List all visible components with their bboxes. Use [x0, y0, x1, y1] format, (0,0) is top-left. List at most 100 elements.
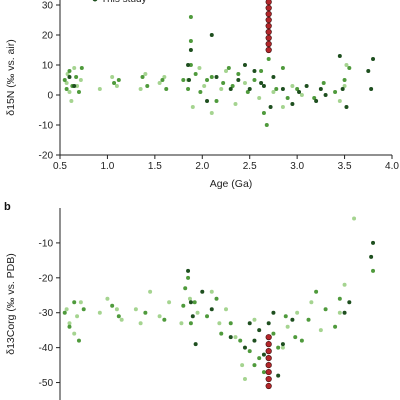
data-point: [64, 307, 69, 312]
data-point: [369, 87, 374, 91]
data-point: [190, 105, 195, 109]
data-point: [271, 310, 276, 315]
data-point: [167, 300, 172, 305]
data-point: [76, 338, 81, 343]
data-point: [261, 352, 266, 357]
data-point: [266, 57, 271, 61]
data-point: [295, 310, 300, 315]
data-point: [67, 324, 72, 329]
data-point: [75, 314, 80, 319]
data-point: [238, 338, 243, 343]
study-point: [265, 368, 272, 376]
data-point: [259, 81, 264, 85]
data-point: [299, 338, 304, 343]
study-point: [265, 375, 272, 383]
data-point: [78, 78, 83, 82]
data-point: [181, 78, 186, 82]
data-point: [293, 335, 298, 340]
data-point: [228, 87, 233, 91]
study-point: [265, 0, 272, 6]
data-point: [252, 363, 257, 368]
data-point: [138, 321, 143, 326]
data-point: [276, 373, 281, 378]
data-point: [209, 111, 214, 115]
data-point: [242, 63, 247, 67]
data-point: [314, 289, 319, 294]
y-tick-label: -20: [39, 273, 54, 284]
data-point: [290, 84, 295, 88]
data-point: [252, 338, 257, 343]
panel-letter: b: [4, 201, 11, 213]
data-point: [209, 75, 214, 79]
x-tick-label: 1.5: [148, 161, 162, 172]
data-point: [236, 78, 241, 82]
y-tick-label: -10: [39, 238, 54, 249]
data-point: [285, 96, 290, 100]
data-point: [195, 310, 200, 315]
x-tick-label: 4.0: [385, 161, 399, 172]
data-point: [97, 87, 102, 91]
data-point: [193, 72, 198, 76]
data-point: [200, 289, 205, 294]
data-point: [65, 72, 70, 76]
y-tick-label: -40: [39, 343, 54, 354]
data-point: [219, 87, 224, 91]
data-point: [110, 303, 115, 308]
data-point: [69, 99, 74, 103]
data-point: [75, 84, 80, 88]
data-point: [138, 87, 143, 91]
study-point: [265, 334, 272, 341]
data-point: [205, 314, 210, 319]
data-point: [342, 310, 347, 315]
data-point: [179, 321, 184, 326]
data-point: [114, 84, 119, 88]
data-point: [221, 81, 226, 85]
data-point: [280, 87, 285, 91]
data-point: [78, 300, 83, 305]
data-point: [64, 81, 69, 85]
data-point: [236, 72, 241, 76]
data-point: [143, 310, 148, 315]
panel-b-carbon: -50 -40 -30 -20 -10 δ13Corg (‰ vs. PDB) b: [4, 201, 376, 400]
study-point: [265, 382, 272, 390]
y-axis-label: δ15N (‰ vs. air): [5, 39, 17, 115]
data-point: [280, 342, 285, 347]
data-point: [186, 268, 191, 273]
data-point: [271, 75, 276, 79]
data-point: [297, 90, 302, 94]
data-point: [247, 349, 252, 354]
data-point: [318, 87, 323, 91]
data-point: [233, 102, 238, 106]
study-point: [265, 22, 272, 30]
data-point: [233, 335, 238, 340]
y-tick-label: -30: [39, 308, 54, 319]
data-point: [143, 72, 148, 76]
data-point: [183, 286, 188, 291]
data-point: [197, 66, 202, 70]
data-point: [205, 99, 210, 103]
data-point: [261, 370, 266, 375]
study-point: [265, 4, 272, 12]
data-point: [186, 275, 191, 280]
y-tick-label: -50: [39, 378, 54, 389]
data-point: [72, 331, 77, 336]
y-tick-label: 10: [42, 61, 54, 72]
data-point: [67, 90, 72, 94]
data-point: [247, 87, 252, 91]
data-point: [344, 63, 349, 67]
data-point: [202, 84, 207, 88]
x-tick-label: 3.0: [290, 161, 304, 172]
data-point: [280, 66, 285, 70]
data-point: [214, 75, 219, 79]
data-point: [105, 296, 110, 301]
data-point: [187, 296, 192, 301]
data-point: [67, 69, 72, 73]
data-point: [72, 66, 77, 70]
data-point: [64, 87, 69, 91]
data-point: [116, 78, 121, 82]
data-point: [342, 78, 347, 82]
data-point: [224, 69, 228, 73]
data-point: [247, 321, 252, 326]
data-point: [192, 300, 197, 305]
